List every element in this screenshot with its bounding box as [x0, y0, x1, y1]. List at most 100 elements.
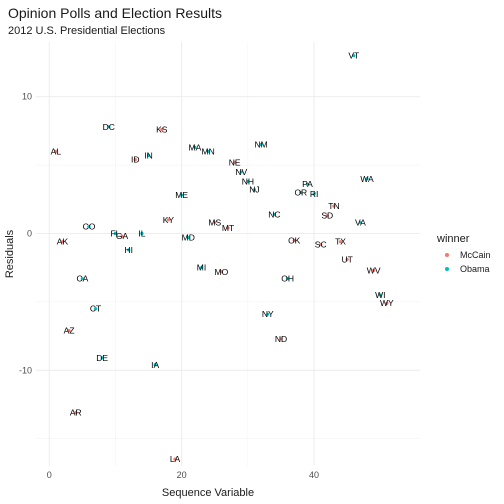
point-label: NC — [268, 209, 280, 219]
point-label: HI — [124, 245, 133, 255]
point-nh: NH — [242, 177, 254, 187]
scatter-point — [180, 193, 184, 197]
point-fl: FL — [110, 228, 120, 238]
point-tn: TN — [328, 201, 339, 211]
scatter-point — [352, 54, 356, 58]
point-label: TN — [328, 201, 339, 211]
point-al: AL — [51, 146, 62, 156]
scatter-point — [272, 212, 276, 216]
scatter-point — [173, 457, 177, 461]
point-az: AZ — [64, 326, 75, 336]
point-label: MO — [215, 267, 229, 277]
scatter-point — [166, 218, 171, 222]
legend-label: Obama — [460, 264, 490, 274]
axis-ticks: 0 20 40 -10 0 10 — [19, 92, 319, 480]
point-label: MD — [182, 233, 195, 243]
point-mi: MI — [197, 263, 206, 273]
point-sc: SC — [315, 239, 327, 249]
x-axis-title: Sequence Variable — [162, 487, 254, 499]
scatter-point — [239, 170, 243, 174]
scatter-point — [113, 231, 118, 236]
scatter-point — [107, 125, 111, 129]
point-label: IL — [138, 228, 145, 238]
point-ar: AR — [70, 408, 82, 418]
point-label: NH — [242, 177, 254, 187]
point-label: IN — [144, 151, 153, 161]
point-label: MN — [202, 146, 215, 156]
scatter-point — [358, 220, 363, 225]
scatter-point — [153, 363, 157, 367]
scatter-point — [305, 182, 310, 186]
scatter-point — [54, 149, 58, 154]
point-label: VT — [348, 51, 359, 61]
point-hi: HI — [124, 245, 133, 255]
scatter-point — [127, 248, 131, 252]
point-ca: CA — [76, 274, 88, 284]
scatter-point — [372, 268, 376, 273]
point-pa: PA — [302, 179, 313, 189]
point-wa: WA — [360, 174, 374, 184]
grid — [36, 42, 420, 466]
point-label: IA — [151, 360, 159, 370]
scatter-point — [93, 307, 98, 311]
point-label: NY — [262, 309, 274, 319]
scatter-point — [299, 190, 303, 195]
point-label: LA — [170, 454, 181, 464]
point-label: AL — [51, 146, 62, 156]
point-label: DE — [96, 353, 108, 363]
point-il: IL — [138, 228, 145, 238]
point-label: ME — [175, 190, 188, 200]
point-wi: WI — [375, 290, 385, 300]
point-label: AK — [57, 237, 69, 247]
scatter-point — [160, 127, 164, 132]
scatter-point — [100, 356, 104, 360]
scatter-point — [133, 158, 137, 162]
legend-entry-obama: Obama — [445, 264, 490, 274]
scatter-point — [120, 234, 124, 238]
point-nj: NJ — [249, 185, 259, 195]
chart-subtitle: 2012 U.S. Presidential Elections — [8, 25, 166, 37]
point-ct: CT — [90, 304, 101, 314]
scatter-point — [80, 277, 84, 281]
point-label: NE — [229, 157, 241, 167]
point-mn: MN — [202, 146, 215, 156]
point-label: TX — [335, 237, 346, 247]
legend: winner McCain Obama — [436, 233, 491, 274]
point-ma: MA — [189, 142, 202, 152]
legend-key — [445, 267, 449, 271]
x-tick-label: 0 — [47, 470, 52, 480]
scatter-point — [285, 277, 290, 281]
point-mt: MT — [222, 223, 234, 233]
y-axis-title: Residuals — [4, 229, 16, 278]
point-label: MI — [197, 263, 206, 273]
point-nm: NM — [254, 140, 267, 150]
legend-label: McCain — [460, 250, 491, 260]
scatter-point — [233, 160, 237, 164]
point-mo: MO — [215, 267, 229, 277]
point-label: PA — [302, 179, 313, 189]
point-label: RI — [310, 189, 319, 199]
point-ak: AK — [57, 237, 69, 247]
scatter-point — [378, 293, 382, 297]
legend-title: winner — [436, 233, 470, 245]
scatter-point — [213, 220, 217, 225]
point-ia: IA — [151, 360, 159, 370]
scatter-point — [279, 337, 283, 341]
scatter-point — [60, 240, 65, 244]
point-dc: DC — [103, 122, 115, 132]
point-nc: NC — [268, 209, 280, 219]
point-id: ID — [131, 155, 140, 165]
point-label: VA — [355, 218, 366, 228]
scatter-point — [338, 240, 343, 244]
point-label: MA — [189, 142, 202, 152]
point-ny: NY — [262, 309, 274, 319]
scatter-point — [87, 225, 91, 229]
point-label: NM — [254, 140, 267, 150]
point-label: UT — [342, 254, 353, 264]
point-md: MD — [182, 233, 195, 243]
point-label: AZ — [64, 326, 75, 336]
point-label: OK — [288, 235, 301, 245]
point-label: ND — [275, 334, 287, 344]
scatter-point — [74, 411, 78, 415]
scatter-point — [319, 242, 323, 247]
